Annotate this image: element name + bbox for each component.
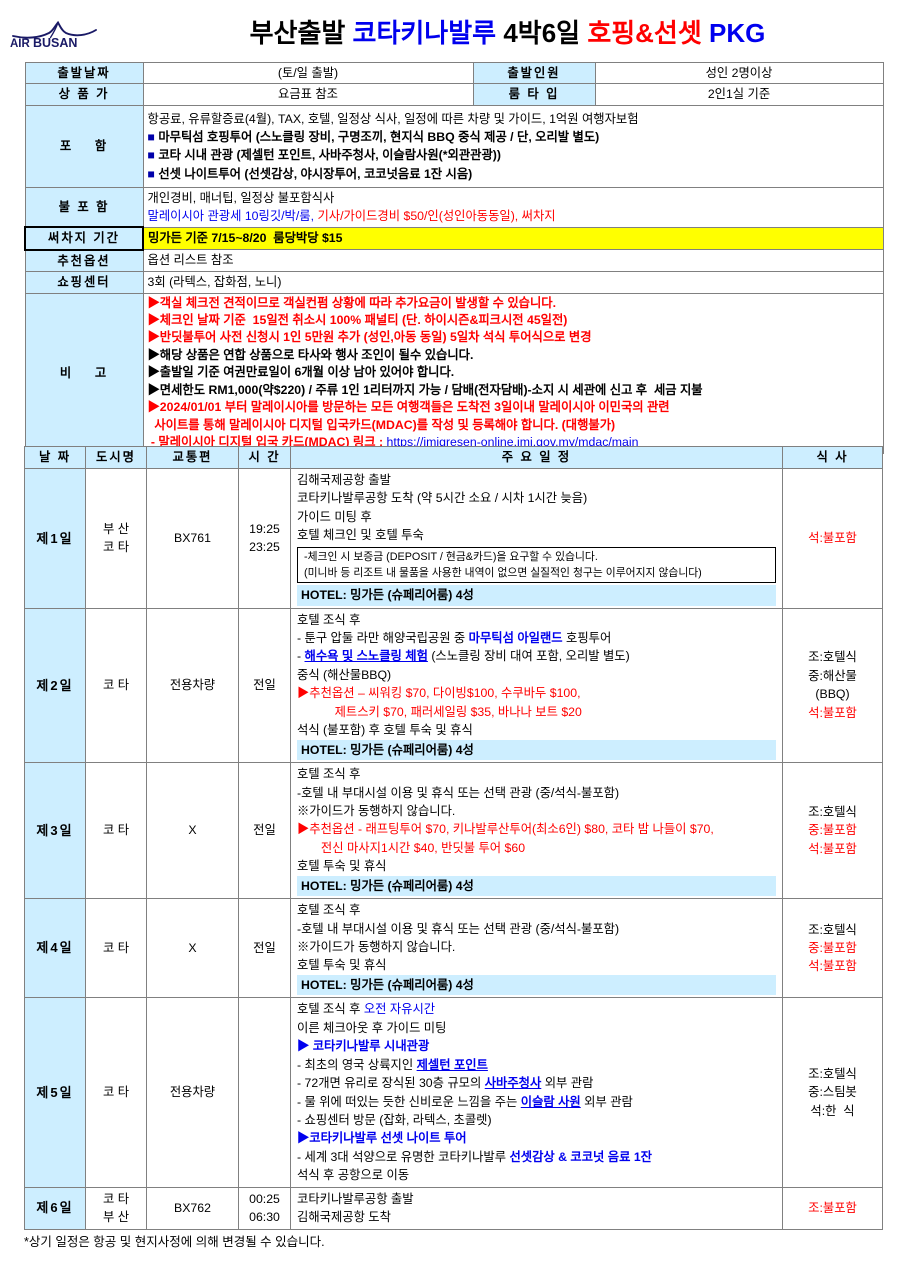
svg-text:AIR BUSAN: AIR BUSAN	[10, 36, 77, 48]
